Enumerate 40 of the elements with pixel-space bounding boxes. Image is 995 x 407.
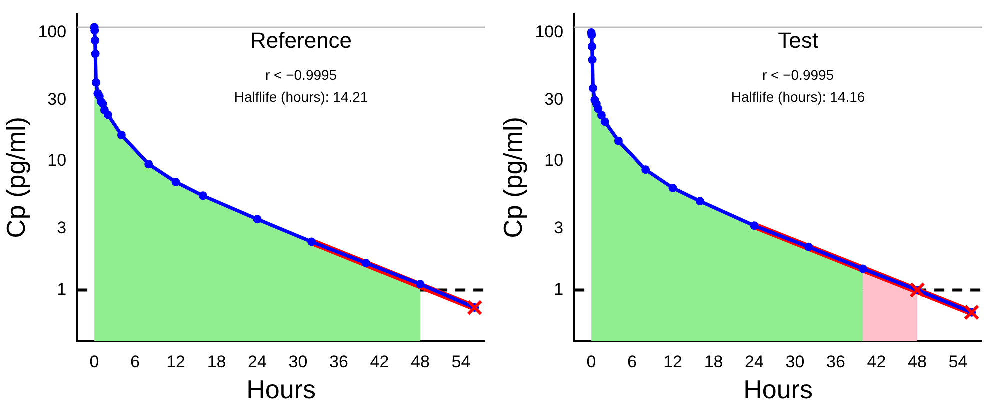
y-tick-label: 10 bbox=[48, 151, 67, 170]
x-tick-label: 30 bbox=[786, 352, 805, 372]
y-tick-label: 3 bbox=[554, 218, 564, 238]
x-tick-label: 0 bbox=[586, 352, 596, 372]
y-tick-label: 1 bbox=[57, 280, 67, 299]
y-tick-label: 100 bbox=[535, 22, 564, 42]
annotation: r < −0.9995 bbox=[762, 66, 834, 83]
x-tick-label: 18 bbox=[704, 352, 724, 372]
annotation: r < −0.9995 bbox=[265, 66, 338, 83]
text: Test bbox=[778, 28, 818, 54]
x-tick-label: 6 bbox=[130, 352, 140, 372]
y-axis-title: Cp (pg/ml) bbox=[498, 117, 528, 238]
annotation: Halflife (hours): 14.16 bbox=[731, 88, 866, 105]
x-tick-label: 36 bbox=[826, 352, 846, 372]
x-tick-label: 48 bbox=[411, 352, 430, 372]
x-axis-title: Hours bbox=[246, 374, 316, 405]
x-tick-label: 18 bbox=[207, 352, 226, 372]
x-tick-label: 0 bbox=[90, 352, 100, 372]
text: Reference bbox=[250, 28, 352, 54]
x-tick-label: 12 bbox=[664, 352, 682, 372]
x-tick-label: 6 bbox=[628, 352, 638, 372]
x-tick-label: 42 bbox=[867, 352, 886, 372]
y-tick-label: 1 bbox=[554, 280, 564, 299]
annotation: Halflife (hours): 14.21 bbox=[234, 88, 368, 105]
x-tick-label: 54 bbox=[948, 352, 968, 372]
x-tick-label: 24 bbox=[745, 352, 764, 372]
y-tick-label: 3 bbox=[57, 218, 67, 238]
y-tick-label: 30 bbox=[544, 90, 564, 109]
y-tick-label: 100 bbox=[38, 22, 67, 42]
y-axis-title: Cp (pg/ml) bbox=[0, 117, 31, 238]
x-tick-label: 30 bbox=[288, 352, 308, 372]
y-tick-label: 30 bbox=[48, 90, 67, 109]
x-tick-label: 36 bbox=[330, 352, 348, 372]
x-axis-title: Hours bbox=[744, 374, 813, 405]
x-tick-label: 54 bbox=[452, 352, 471, 372]
x-tick-label: 48 bbox=[908, 352, 927, 372]
x-tick-label: 24 bbox=[248, 352, 267, 372]
x-tick-label: 42 bbox=[370, 352, 390, 372]
y-tick-label: 10 bbox=[544, 151, 564, 170]
x-tick-label: 12 bbox=[166, 352, 186, 372]
